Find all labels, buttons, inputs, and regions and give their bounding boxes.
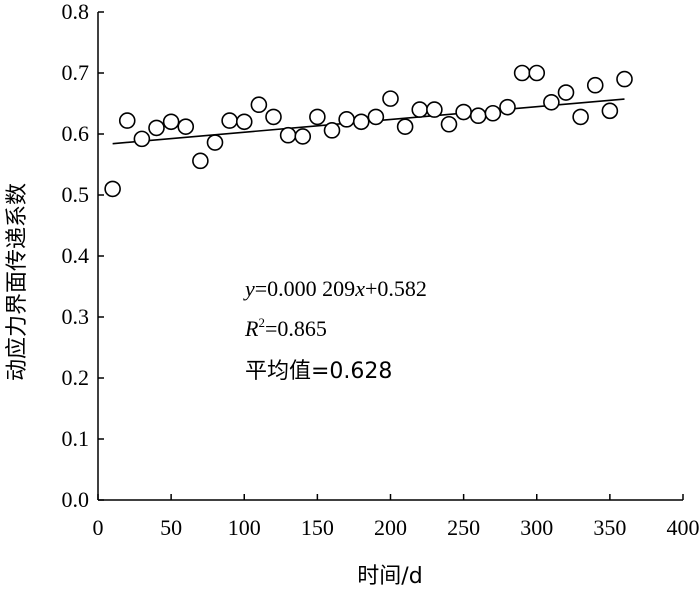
y-axis-title: 动应力界面传递系数	[5, 183, 30, 381]
data-point	[586, 76, 604, 94]
x-tick-label: 100	[228, 515, 261, 540]
data-point	[192, 152, 209, 170]
data-points	[104, 64, 633, 198]
data-point	[323, 122, 341, 139]
data-point	[206, 134, 224, 151]
r2-base: R	[244, 316, 259, 341]
y-tick-label: 0.8	[62, 0, 90, 24]
r2-value: =0.865	[265, 316, 327, 341]
data-point	[118, 112, 136, 129]
equation-x: x	[354, 276, 365, 301]
data-point	[133, 130, 151, 148]
x-tick-label: 350	[593, 515, 626, 540]
data-point	[338, 111, 355, 128]
data-point	[309, 108, 326, 126]
data-point	[543, 93, 560, 111]
y-tick-label: 0.5	[62, 182, 90, 207]
data-point	[557, 84, 575, 101]
data-point	[265, 108, 282, 126]
data-point	[352, 113, 370, 131]
data-point	[469, 107, 487, 124]
equation-end: +0.582	[365, 276, 427, 301]
x-tick-label: 400	[667, 515, 700, 540]
data-point	[382, 90, 399, 107]
x-tick-label: 0	[93, 515, 104, 540]
y-tick-label: 0.1	[62, 426, 90, 451]
y-tick-label: 0.6	[62, 121, 90, 146]
y-tick-label: 0.0	[62, 487, 90, 512]
data-point	[177, 118, 195, 135]
data-point	[455, 103, 472, 121]
data-point	[513, 64, 531, 82]
data-point	[279, 126, 297, 144]
data-point	[426, 101, 443, 118]
equation-mid: =0.000 209	[255, 276, 355, 301]
data-point	[367, 108, 385, 126]
x-tick-label: 300	[520, 515, 553, 540]
y-tick-label: 0.7	[62, 60, 90, 85]
data-point	[235, 113, 253, 131]
y-tick-label: 0.3	[62, 304, 90, 329]
mean-label: 平均值=0.628	[245, 359, 392, 384]
r-squared-label: R2=0.865	[244, 315, 327, 341]
data-point	[104, 180, 121, 198]
y-tick-label: 0.2	[62, 365, 90, 390]
r2-sup: 2	[258, 315, 265, 330]
data-point	[148, 119, 165, 137]
x-axis-title: 时间/d	[357, 564, 422, 589]
data-point	[440, 115, 458, 133]
data-point	[484, 104, 502, 122]
x-tick-label: 50	[160, 515, 182, 540]
data-point	[411, 101, 429, 118]
data-point	[250, 96, 268, 114]
data-point	[294, 128, 312, 145]
data-point	[499, 98, 516, 116]
x-ticks: 0 50 100 150 200 250 300 350 400	[93, 494, 700, 540]
y-tick-label: 0.4	[62, 243, 90, 268]
x-tick-label: 150	[301, 515, 334, 540]
data-point	[601, 102, 619, 120]
data-point	[572, 108, 589, 126]
data-point	[396, 118, 414, 135]
x-tick-label: 200	[374, 515, 407, 540]
data-point	[528, 64, 546, 82]
data-point	[162, 113, 180, 131]
data-point	[616, 70, 633, 88]
x-tick-label: 250	[447, 515, 480, 540]
y-ticks: 0.0 0.1 0.2 0.3 0.4 0.5 0.6 0.7 0.8	[62, 0, 104, 512]
equation-label: y=0.000 209x+0.582	[243, 276, 427, 301]
data-point	[221, 112, 238, 129]
equation-y: y	[243, 276, 255, 301]
